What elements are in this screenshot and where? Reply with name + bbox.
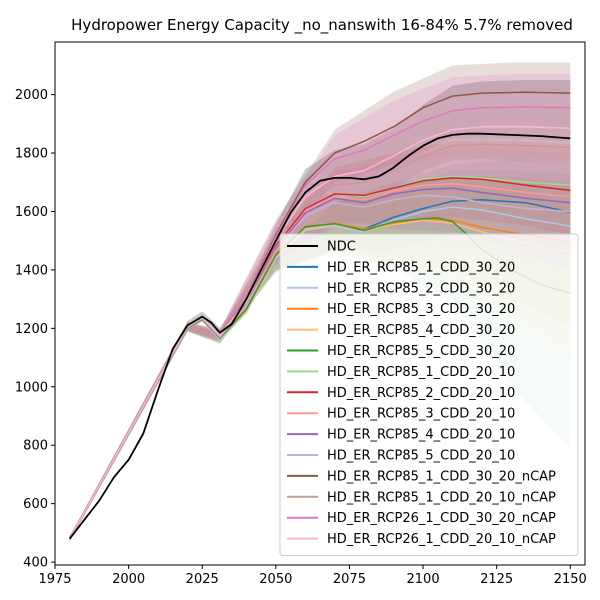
legend-label: HD_ER_RCP85_3_CDD_20_10	[327, 407, 515, 422]
y-tick-label: 1400	[15, 263, 48, 278]
band-HD_ER_RCP85_5_CDD_20_10	[69, 155, 571, 541]
x-tick-label: 2125	[480, 572, 513, 587]
y-tick-label: 800	[23, 439, 48, 454]
x-tick-label: 2100	[407, 572, 440, 587]
legend-box	[279, 233, 579, 556]
legend-label: HD_ER_RCP85_2_CDD_30_20	[327, 281, 515, 296]
legend-label: HD_ER_RCP85_1_CDD_30_20_nCAP	[327, 469, 556, 484]
series-line-HD_ER_RCP85_5_CDD_20_10	[69, 194, 571, 540]
legend-label: HD_ER_RCP85_1_CDD_30_20	[327, 260, 515, 275]
y-tick-label: 1800	[15, 147, 48, 162]
legend: NDC HD_ER_RCP85_1_CDD_30_20 HD_ER_RCP85_2_…	[279, 233, 579, 556]
band-HD_ER_RCP85_1_CDD_30_20_nCAP	[69, 62, 571, 541]
y-tick-label: 1200	[15, 322, 48, 337]
y-tick-label: 600	[23, 497, 48, 512]
legend-label: HD_ER_RCP85_4_CDD_30_20	[327, 323, 515, 338]
legend-label: HD_ER_RCP85_4_CDD_20_10	[327, 428, 515, 443]
x-tick-label: 2150	[554, 572, 587, 587]
x-tick-label: 2025	[186, 572, 219, 587]
legend-label: HD_ER_RCP85_1_CDD_20_10_nCAP	[327, 490, 556, 505]
x-tick-label: 2075	[333, 572, 366, 587]
legend-label: HD_ER_RCP85_3_CDD_30_20	[327, 302, 515, 317]
legend-label: HD_ER_RCP85_1_CDD_20_10	[327, 365, 515, 380]
x-tick-label: 2050	[259, 572, 292, 587]
y-tick-label: 1000	[15, 380, 48, 395]
x-tick-label: 2000	[112, 572, 145, 587]
series-lines	[68, 91, 571, 540]
x-tick-label: 1975	[38, 572, 71, 587]
band-HD_ER_RCP85_1_CDD_20_10	[69, 135, 571, 541]
y-tick-label: 1600	[15, 205, 48, 220]
chart-title: Hydropower Energy Capacity _no_nanswith …	[71, 16, 573, 35]
legend-label: HD_ER_RCP85_5_CDD_20_10	[327, 449, 515, 464]
plot-frame	[54, 41, 586, 566]
legend-label: HD_ER_RCP85_2_CDD_20_10	[327, 386, 515, 401]
series-line-HD_ER_RCP26_1_CDD_20_10_nCAP	[69, 125, 571, 540]
axes: 1975 2000 2025 2050 2075 2100 2125 2150 400 600 80…	[15, 41, 587, 587]
y-tick-label: 2000	[15, 88, 48, 103]
legend-label: NDC	[327, 240, 356, 255]
y-tick-label: 400	[23, 556, 48, 571]
legend-label: HD_ER_RCP85_5_CDD_30_20	[327, 344, 515, 359]
legend-label: HD_ER_RCP26_1_CDD_20_10_nCAP	[327, 532, 556, 547]
series-line-NDC	[68, 132, 571, 540]
legend-label: HD_ER_RCP26_1_CDD_30_20_nCAP	[327, 511, 556, 526]
